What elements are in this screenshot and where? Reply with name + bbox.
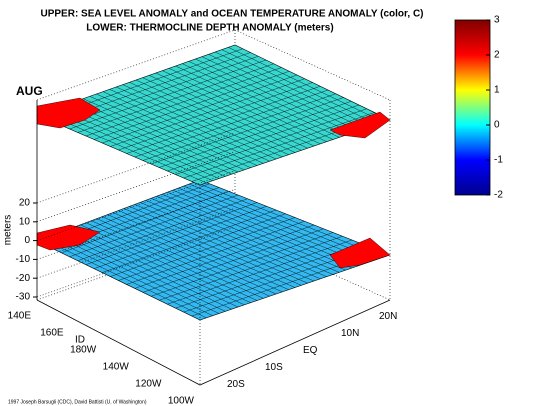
mesh-line	[134, 89, 329, 158]
colorbar-tick-label: 0	[494, 120, 500, 131]
mesh-line	[142, 228, 324, 293]
mesh-line	[118, 82, 313, 151]
z-axis-label: meters	[3, 215, 14, 246]
mesh-line	[126, 86, 321, 154]
mesh-line	[151, 232, 334, 297]
grid-line	[36, 226, 236, 298]
mesh-line	[167, 104, 360, 172]
front-axes	[36, 100, 391, 386]
colorbar-tick-label: 2	[494, 50, 500, 61]
mesh-line	[118, 217, 296, 281]
mesh-line	[183, 112, 375, 179]
mesh-line	[69, 59, 267, 130]
y-tick-label: 20S	[227, 379, 245, 390]
floor-axes	[36, 299, 391, 386]
y-tick-label: 10N	[341, 328, 359, 339]
mesh-line	[102, 209, 277, 273]
z-tick-label: 10	[19, 216, 31, 227]
colorbar	[454, 19, 491, 196]
z-tick-label: 0	[24, 235, 30, 246]
z-tick-label: 20	[19, 198, 31, 209]
x-tick-label: 100W	[168, 396, 195, 406]
z-tick-label: -10	[16, 254, 31, 265]
grid-line	[36, 207, 236, 279]
x-tick-label: 120W	[135, 379, 162, 390]
mesh-line	[69, 194, 239, 257]
mesh-line	[159, 101, 352, 168]
mesh-line	[175, 243, 362, 309]
mesh-line	[102, 74, 298, 144]
colorbar-tick-label: 1	[494, 85, 500, 96]
y-tick-label: 20N	[379, 311, 397, 322]
colorbar-tick-label: -2	[494, 190, 503, 201]
mesh-line	[61, 191, 229, 254]
mesh-line	[126, 221, 305, 285]
colorbar-tick-label: -1	[494, 155, 503, 166]
surface	[36, 179, 391, 321]
mesh-line	[110, 78, 305, 147]
grid-line	[36, 132, 236, 204]
mesh-line	[85, 202, 258, 265]
land-mask	[329, 111, 391, 139]
mesh-line	[93, 206, 267, 269]
credit: 1997 Joseph Barsugli (CDC), David Battis…	[8, 399, 147, 405]
y-tick-label: 10S	[265, 362, 283, 373]
mesh-line	[159, 236, 343, 301]
mesh-line	[85, 67, 282, 137]
x-tick-label: 140W	[103, 362, 130, 373]
y-tick-label: EQ	[303, 345, 318, 356]
mesh-line	[167, 239, 353, 305]
mesh-line	[77, 198, 248, 261]
surfaces	[36, 44, 391, 321]
x-tick-label: 160E	[40, 328, 64, 339]
x-axis-label: ID	[75, 335, 85, 346]
grid-line	[36, 189, 236, 260]
grid-line	[36, 170, 236, 241]
chart-title: UPPER: SEA LEVEL ANOMALY and OCEAN TEMPE…	[40, 9, 423, 20]
land-mask	[329, 237, 391, 269]
mesh-line	[142, 93, 336, 161]
mesh-line	[175, 108, 367, 175]
x-tick-label: 180W	[70, 345, 97, 356]
colorbar-tick-label: 3	[494, 15, 500, 26]
z-tick-label: -30	[16, 292, 31, 303]
mesh-line	[77, 63, 274, 133]
z-tick-label: -20	[16, 273, 31, 284]
mesh-line	[93, 71, 290, 140]
mesh-line	[151, 97, 344, 165]
mesh-line	[110, 213, 286, 277]
chart-subtitle: LOWER: THERMOCLINE DEPTH ANOMALY (meters…	[86, 23, 333, 34]
x-tick-label: 140E	[8, 311, 32, 322]
annotation: AUG	[16, 84, 43, 98]
mesh-line	[134, 224, 315, 289]
grid-line	[36, 151, 236, 223]
